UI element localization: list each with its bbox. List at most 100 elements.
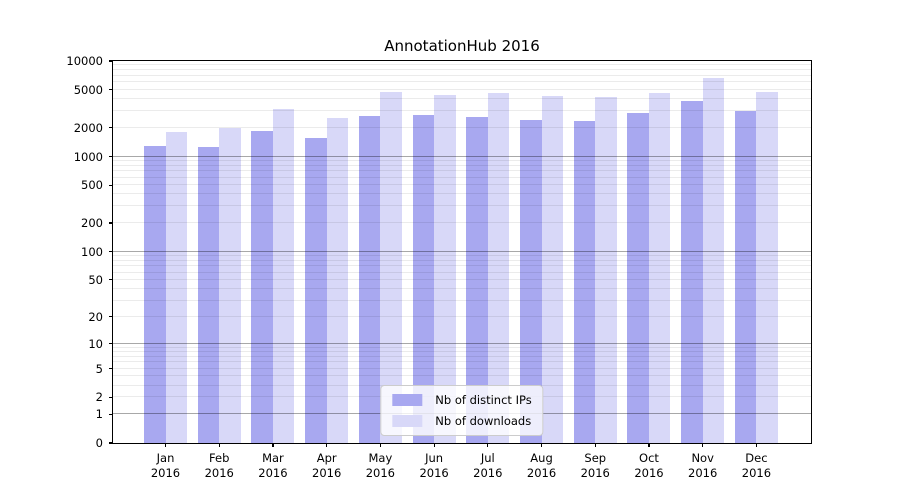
x-tick-mark-jan	[164, 443, 167, 447]
bar-group-aug	[520, 61, 564, 443]
y-axis: 10000 5000 2000 1000 500 200 100 50 20 10 5 2 1 0	[0, 54, 113, 450]
bar-group-jul	[466, 61, 510, 443]
x-tick-label-jul: Jul 2016	[473, 451, 503, 480]
x-tick-mark-mar	[272, 443, 274, 447]
bar-nov-downloads	[702, 78, 725, 443]
y-tick-mark-0	[109, 442, 113, 444]
y-tick-label-5000: 5000	[73, 82, 103, 97]
x-tick-label-sep: Sep 2016	[580, 451, 610, 480]
x-tick-oct: Oct 2016	[627, 443, 670, 495]
bar-nov-distinct-ips	[681, 101, 703, 443]
bar-group-dec	[734, 61, 778, 443]
x-tick-label-apr: Apr 2016	[312, 451, 342, 480]
bar-jun-downloads	[434, 95, 456, 443]
y-tick-mark-100	[109, 251, 113, 253]
legend-label-downloads: Nb of downloads	[435, 414, 532, 428]
bar-feb-distinct-ips	[197, 146, 220, 443]
x-tick-label-jan: Jan 2016	[150, 451, 181, 480]
bar-jul-distinct-ips	[466, 117, 488, 443]
bars-layer	[113, 61, 811, 443]
bar-may-distinct-ips	[358, 116, 381, 443]
bar-jul-downloads	[487, 93, 510, 443]
y-tick-label-10000: 10000	[66, 54, 103, 68]
y-tick-mark-200	[109, 222, 113, 224]
x-tick-mark-apr	[326, 443, 328, 447]
x-tick-mark-feb	[218, 443, 220, 447]
x-tick-nov: Nov 2016	[681, 443, 724, 495]
x-tick-mark-may	[379, 443, 381, 447]
bar-sep-distinct-ips	[573, 120, 596, 443]
legend-swatch-downloads	[392, 415, 423, 427]
bar-group-jun	[412, 61, 456, 443]
plot-area: Nb of distinct IPs Nb of downloads	[112, 60, 812, 444]
bar-jun-distinct-ips	[412, 115, 435, 443]
bar-feb-downloads	[219, 127, 241, 443]
y-tick-label-20: 20	[88, 309, 103, 324]
bar-jan-downloads	[165, 131, 187, 443]
y-tick-label-0: 0	[95, 436, 103, 450]
y-tick-mark-20	[109, 316, 113, 318]
y-tick-mark-1	[109, 413, 113, 415]
x-axis: Jan 2016 Feb 2016 Mar 2016 Apr 2016 May 2016 Jun 20…	[113, 443, 811, 495]
y-tick-mark-1000	[109, 155, 113, 158]
bar-apr-downloads	[326, 118, 349, 443]
bar-mar-downloads	[272, 109, 295, 443]
bar-group-sep	[573, 61, 617, 443]
x-tick-sep: Sep 2016	[574, 443, 617, 495]
x-tick-feb: Feb 2016	[198, 443, 241, 495]
x-tick-label-oct: Oct 2016	[634, 451, 664, 480]
y-tick-label-500: 500	[81, 178, 103, 193]
legend-row-downloads: Nb of downloads	[392, 414, 531, 428]
y-tick-label-2: 2	[95, 390, 103, 405]
legend-label-distinct-ips: Nb of distinct IPs	[435, 393, 532, 407]
x-tick-label-may: May 2016	[365, 451, 396, 480]
y-tick-label-50: 50	[88, 272, 103, 287]
x-tick-aug: Aug 2016	[520, 443, 563, 495]
x-tick-mark-dec	[755, 443, 757, 447]
bar-dec-distinct-ips	[734, 110, 757, 443]
x-tick-dec: Dec 2016	[735, 443, 778, 495]
x-tick-label-dec: Dec 2016	[741, 451, 772, 480]
y-tick-mark-5000	[109, 89, 113, 91]
x-tick-label-aug: Aug 2016	[526, 451, 557, 480]
legend: Nb of distinct IPs Nb of downloads	[380, 385, 544, 436]
y-tick-mark-10000	[109, 60, 113, 62]
legend-swatch-distinct-ips	[392, 394, 423, 406]
bar-dec-downloads	[756, 92, 778, 443]
x-tick-mark-jun	[433, 443, 435, 447]
bar-group-oct	[627, 61, 671, 443]
x-tick-mark-jul	[487, 443, 489, 447]
y-tick-mark-5	[109, 368, 113, 370]
x-tick-may: May 2016	[359, 443, 402, 495]
y-tick-label-5: 5	[95, 361, 103, 376]
x-tick-jun: Jun 2016	[413, 443, 456, 495]
x-tick-apr: Apr 2016	[305, 443, 348, 495]
bar-oct-downloads	[648, 92, 671, 443]
bar-group-apr	[305, 61, 349, 443]
y-tick-mark-2	[109, 396, 113, 398]
bar-sep-downloads	[595, 97, 617, 443]
legend-row-distinct-ips: Nb of distinct IPs	[392, 393, 532, 407]
bar-aug-downloads	[541, 95, 564, 443]
bar-group-jan	[144, 61, 187, 443]
y-tick-label-10: 10	[88, 336, 103, 351]
y-tick-mark-10	[109, 342, 113, 345]
x-tick-mark-sep	[594, 443, 596, 447]
bar-mar-distinct-ips	[251, 131, 273, 443]
x-tick-label-nov: Nov 2016	[688, 451, 718, 480]
y-tick-mark-500	[109, 184, 113, 186]
bar-aug-distinct-ips	[520, 119, 542, 443]
bar-jan-distinct-ips	[144, 145, 166, 443]
x-tick-label-feb: Feb 2016	[204, 451, 234, 480]
x-tick-label-mar: Mar 2016	[258, 451, 288, 480]
bar-may-downloads	[380, 92, 402, 443]
chart-title: AnnotationHub 2016	[384, 37, 540, 55]
y-tick-mark-50	[109, 279, 113, 281]
x-tick-jul: Jul 2016	[466, 443, 509, 495]
bar-group-may	[358, 61, 402, 443]
bar-group-nov	[681, 61, 725, 443]
x-tick-mark-aug	[540, 443, 543, 447]
y-tick-label-2000: 2000	[73, 120, 103, 135]
y-tick-label-1: 1	[95, 407, 103, 422]
bar-oct-distinct-ips	[627, 112, 649, 443]
